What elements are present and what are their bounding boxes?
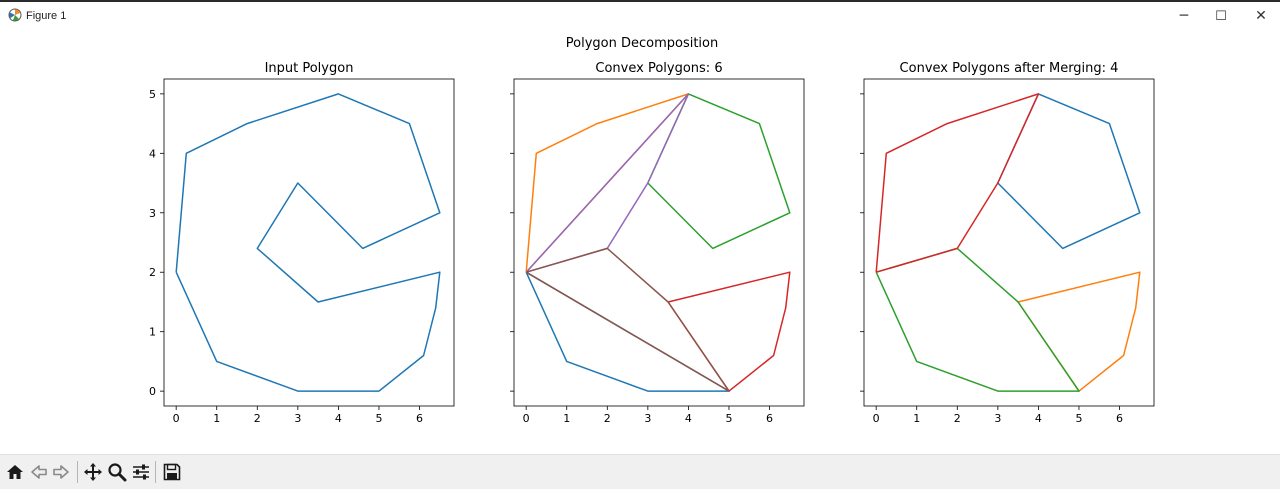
minimize-button[interactable]: ─ xyxy=(1179,8,1189,24)
subplot-title: Input Polygon xyxy=(265,61,354,76)
x-tick-label: 3 xyxy=(644,412,651,425)
subplot-title: Convex Polygons: 6 xyxy=(595,61,722,76)
x-tick-label: 4 xyxy=(335,412,342,425)
window-titlebar: Figure 1 ─ ☐ ✕ xyxy=(0,0,1280,30)
axes-frame xyxy=(513,78,805,407)
toolbar-separator xyxy=(155,461,156,483)
x-tick-label: 5 xyxy=(1075,412,1082,425)
polygon-line-1 xyxy=(175,93,441,392)
x-tick-label: 6 xyxy=(766,412,773,425)
y-tick-label: 0 xyxy=(149,385,156,398)
matplotlib-app-icon xyxy=(8,8,22,22)
forward-arrow-icon[interactable] xyxy=(49,460,73,484)
maximize-button[interactable]: ☐ xyxy=(1215,8,1227,24)
x-tick-label: 1 xyxy=(213,412,220,425)
x-tick-label: 0 xyxy=(873,412,880,425)
x-tick-label: 4 xyxy=(685,412,692,425)
polygon-line-4 xyxy=(875,93,1040,273)
x-tick-label: 3 xyxy=(994,412,1001,425)
x-tick-label: 5 xyxy=(725,412,732,425)
x-tick-label: 3 xyxy=(294,412,301,425)
x-tick-label: 6 xyxy=(1116,412,1123,425)
y-tick-label: 5 xyxy=(149,88,156,101)
toolbar-separator xyxy=(77,461,78,483)
x-tick-label: 1 xyxy=(563,412,570,425)
x-tick-label: 6 xyxy=(416,412,423,425)
figure-canvas[interactable]: Polygon Decomposition Input Polygon 0 1 2 3 4… xyxy=(0,30,1280,454)
back-arrow-icon[interactable] xyxy=(27,460,51,484)
x-tick-label: 5 xyxy=(375,412,382,425)
subplot-title: Convex Polygons after Merging: 4 xyxy=(900,61,1119,76)
pan-icon[interactable] xyxy=(81,460,105,484)
y-tick-label: 4 xyxy=(149,147,156,160)
figure-suptitle: Polygon Decomposition xyxy=(566,36,718,51)
x-tick-label: 1 xyxy=(913,412,920,425)
zoom-icon[interactable] xyxy=(105,460,129,484)
y-tick-label: 1 xyxy=(149,326,156,339)
figure-svg: Polygon Decomposition Input Polygon 0 1 2 3 4… xyxy=(149,36,1155,425)
configure-subplots-icon[interactable] xyxy=(129,460,153,484)
x-tick-label: 4 xyxy=(1035,412,1042,425)
x-tick-label: 2 xyxy=(954,412,961,425)
navigation-toolbar xyxy=(0,454,1280,489)
x-tick-label: 2 xyxy=(604,412,611,425)
y-tick-label: 3 xyxy=(149,207,156,220)
x-tick-label: 0 xyxy=(173,412,180,425)
axes-frame xyxy=(163,78,455,407)
window-title: Figure 1 xyxy=(26,10,67,22)
x-tick-label: 2 xyxy=(254,412,261,425)
close-button[interactable]: ✕ xyxy=(1255,8,1267,24)
save-icon[interactable] xyxy=(160,460,184,484)
y-tick-label: 2 xyxy=(149,266,156,279)
home-icon[interactable] xyxy=(3,460,27,484)
x-tick-label: 0 xyxy=(523,412,530,425)
axes-frame xyxy=(863,78,1155,407)
polygon-line-6 xyxy=(525,247,730,392)
